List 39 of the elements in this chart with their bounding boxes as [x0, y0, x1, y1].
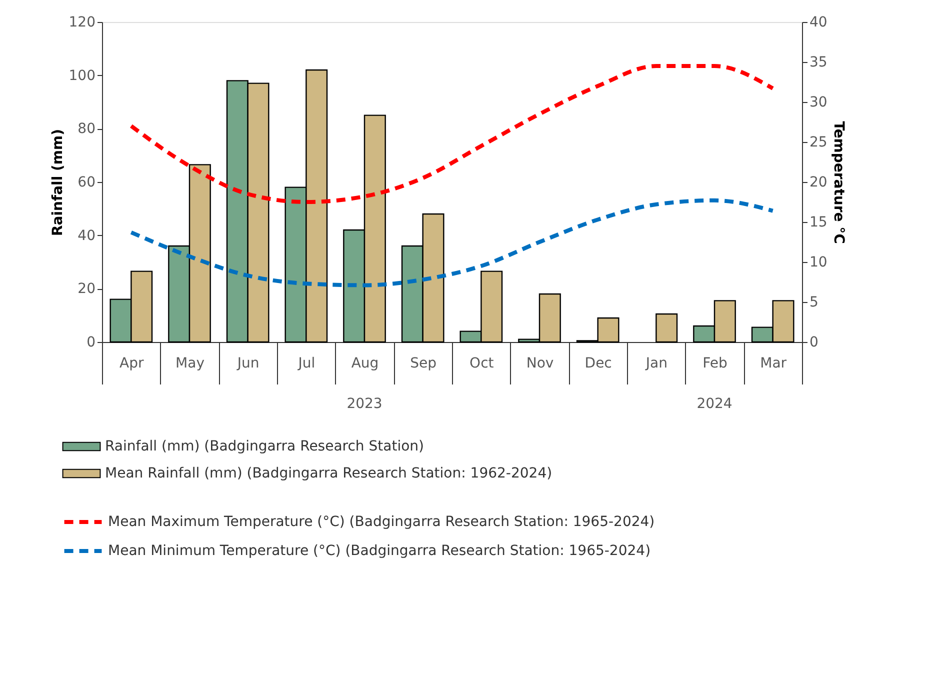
- y-tick-label: 60: [78, 174, 96, 190]
- y2-tick-label: 40: [810, 14, 828, 30]
- y2-tick-label: 35: [810, 54, 828, 70]
- y2-tick-label: 0: [810, 334, 818, 350]
- y-tick-label: 0: [86, 334, 96, 350]
- y2-axis-title: Temperature °C: [830, 121, 846, 244]
- y-axis-title: Rainfall (mm): [50, 129, 66, 236]
- y-tick-label: 80: [78, 121, 96, 138]
- x-tick-label: Jun: [236, 356, 260, 372]
- y-tick-label: 120: [68, 14, 96, 30]
- legend-label: Rainfall (mm) (Badgingarra Research Station): [105, 438, 424, 454]
- y-tick-label: 100: [68, 68, 96, 84]
- y2-tick-label: 15: [810, 214, 828, 230]
- line-series: [129, 64, 775, 204]
- x-tick-label: Mar: [760, 356, 787, 372]
- y-tick-label: 40: [78, 228, 96, 244]
- x-tick-label: Jan: [644, 356, 668, 372]
- x-tick-label: Jul: [297, 356, 316, 372]
- x-tick-label: Feb: [702, 356, 728, 372]
- y2-tick-label: 25: [810, 134, 828, 150]
- legend-label: Mean Rainfall (mm) (Badgingarra Research Station: 1962-2024): [105, 466, 552, 482]
- line-series: [129, 198, 775, 288]
- legend-label: Mean Minimum Temperature (°C) (Badgingarra Research Station: 1965-2024): [108, 543, 651, 559]
- x-tick-label: Nov: [526, 356, 554, 372]
- y2-tick-label: 30: [810, 94, 828, 110]
- y2-tick-label: 20: [810, 174, 828, 190]
- legend-label: Mean Maximum Temperature (°C) (Badgingarra Research Station: 1965-2024): [108, 514, 655, 530]
- text: 2024: [696, 396, 732, 412]
- bar: [656, 313, 678, 343]
- x-tick-label: Aug: [351, 356, 379, 372]
- y2-tick-label: 5: [810, 294, 818, 310]
- y2-tick-label: 10: [810, 254, 828, 270]
- x-tick-label: Sep: [410, 356, 437, 372]
- x-tick-label: May: [176, 356, 204, 372]
- x-tick-label: Apr: [120, 356, 144, 372]
- y-tick-label: 20: [78, 281, 96, 298]
- text: 2023: [346, 396, 382, 412]
- x-tick-label: Oct: [470, 356, 494, 372]
- x-tick-label: Dec: [584, 356, 612, 372]
